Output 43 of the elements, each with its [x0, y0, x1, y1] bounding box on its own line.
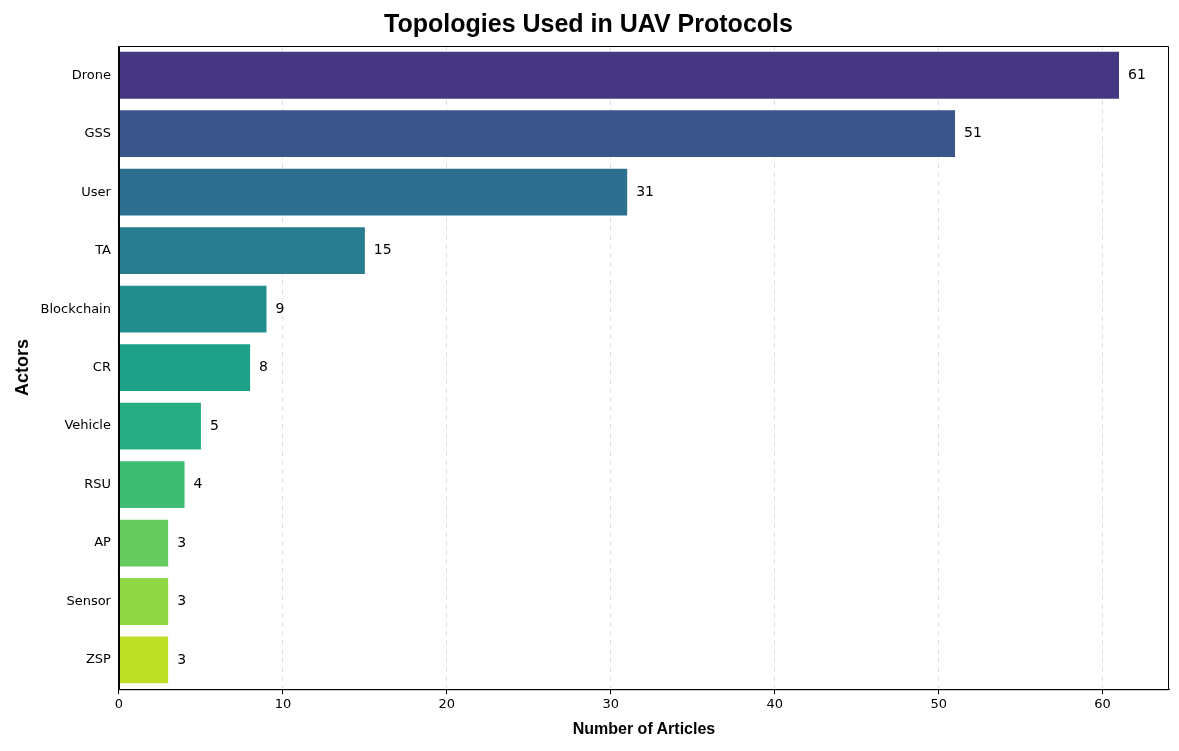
y-tick-label: Drone: [71, 66, 111, 82]
bar: [119, 168, 628, 216]
x-tick-label: 60: [1094, 696, 1111, 712]
data-label: 9: [275, 299, 285, 316]
y-tick-label: AP: [94, 534, 112, 550]
y-tick-label: CR: [92, 358, 111, 374]
bar: [119, 519, 169, 567]
x-tick-label: 40: [766, 696, 783, 712]
x-tick-label: 10: [274, 696, 292, 712]
bar: [119, 51, 1119, 99]
bar: [119, 636, 169, 684]
x-tick-label: 0: [114, 696, 124, 712]
y-tick-label: Vehicle: [64, 417, 111, 433]
bar: [119, 402, 201, 450]
y-tick-label: GSS: [84, 125, 111, 141]
bar: [119, 110, 956, 158]
y-tick-label: RSU: [84, 475, 111, 491]
y-tick-label: ZSP: [85, 651, 112, 667]
x-tick-label: 20: [438, 696, 456, 712]
bar: [119, 285, 267, 333]
y-tick-label: TA: [94, 242, 112, 258]
bar: [119, 461, 185, 508]
y-tick-label: Sensor: [66, 592, 112, 608]
x-axis-title: Number of Articles: [572, 719, 716, 737]
data-label: 8: [259, 358, 269, 375]
data-label: 51: [964, 124, 982, 141]
chart-title: Topologies Used in UAV Protocols: [384, 8, 793, 37]
y-tick-label: User: [81, 183, 112, 199]
data-label: 61: [1128, 65, 1146, 82]
y-axis-title: Actors: [11, 339, 32, 397]
y-tick-label: Blockchain: [40, 300, 111, 316]
data-label: 31: [636, 182, 655, 199]
x-tick-label: 30: [602, 696, 620, 712]
bar: [119, 578, 169, 625]
data-label: 3: [177, 592, 187, 609]
data-label: 3: [177, 650, 187, 667]
data-label: 5: [209, 416, 219, 433]
data-label: 15: [373, 241, 392, 258]
data-label: 4: [193, 475, 203, 492]
x-tick-label: 50: [930, 696, 947, 712]
bar: [119, 227, 365, 275]
bar: [119, 344, 251, 391]
data-label: 3: [177, 533, 187, 550]
